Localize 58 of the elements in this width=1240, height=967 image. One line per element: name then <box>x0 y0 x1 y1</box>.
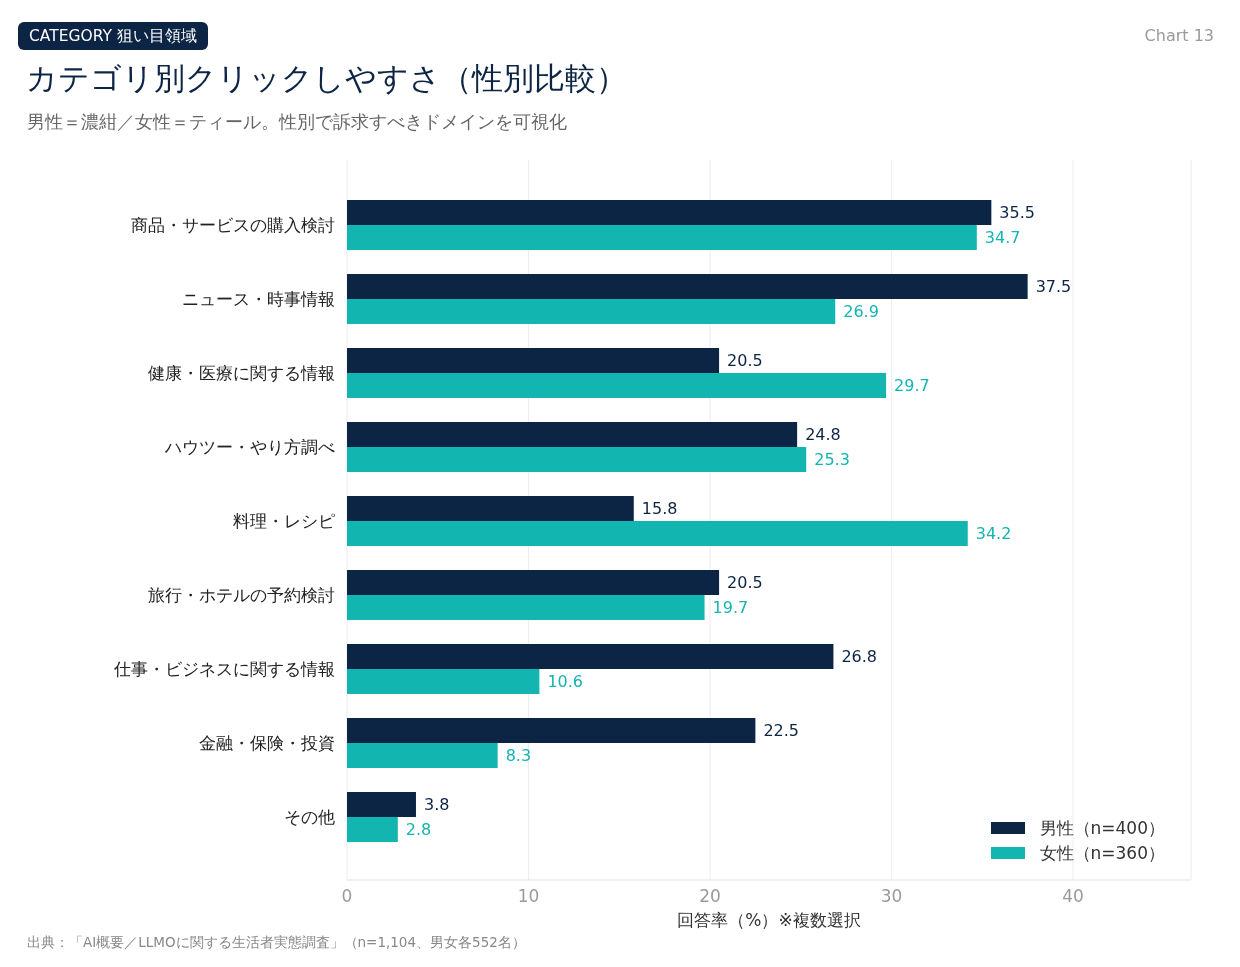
bar <box>347 817 398 842</box>
bar <box>347 200 992 225</box>
y-tick-label: その他 <box>284 807 335 828</box>
y-tick-label: ハウツー・やり方調べ <box>164 437 335 458</box>
data-label: 26.8 <box>841 647 878 667</box>
bar <box>347 792 416 817</box>
data-label: 2.8 <box>405 820 432 840</box>
x-tick-label: 40 <box>1062 886 1084 907</box>
data-label: 34.2 <box>975 524 1012 544</box>
y-tick-label: 仕事・ビジネスに関する情報 <box>113 659 335 680</box>
data-label: 20.5 <box>727 573 763 593</box>
bar <box>347 644 834 669</box>
bar <box>347 718 756 743</box>
bar <box>347 348 720 373</box>
data-label: 10.6 <box>547 672 584 692</box>
y-tick-label: 旅行・ホテルの予約検討 <box>148 585 335 606</box>
text: CATEGORY 狙い目領域 <box>18 22 208 50</box>
y-tick-label: 金融・保険・投資 <box>199 733 335 754</box>
bar <box>347 570 720 595</box>
x-tick-label: 30 <box>880 886 903 907</box>
x-axis-title: 回答率（%）※複数選択 <box>677 910 861 930</box>
bar <box>347 496 634 521</box>
chart-subtitle: 男性＝濃紺／女性＝ティール。性別で訴求すべきドメインを可視化 <box>27 111 567 134</box>
source-note: 出典：「AI概要／LLMOに関する生活者実態調査」（n=1,104、男女各552名） <box>27 934 526 952</box>
bar <box>347 743 498 768</box>
caption: Chart 13 <box>1144 26 1214 45</box>
data-label: 19.7 <box>712 598 749 618</box>
data-label: 24.8 <box>805 425 841 445</box>
bar <box>347 225 977 250</box>
y-tick-label: 健康・医療に関する情報 <box>148 363 335 384</box>
bar <box>347 595 705 620</box>
data-label: 34.7 <box>984 228 1021 248</box>
data-label: 26.9 <box>843 302 879 322</box>
bar <box>347 373 887 398</box>
data-label: 35.5 <box>999 203 1035 223</box>
data-label: 8.3 <box>505 746 532 766</box>
legend-label: 男性（n=400） <box>1039 818 1165 838</box>
x-tick-label: 0 <box>341 886 353 907</box>
data-label: 37.5 <box>1035 277 1072 297</box>
data-label: 3.8 <box>423 795 450 815</box>
x-tick-label: 20 <box>699 886 721 907</box>
x-tick-label: 10 <box>517 886 540 907</box>
data-label: 25.3 <box>814 450 850 470</box>
bar <box>347 274 1028 299</box>
data-label: 22.5 <box>763 721 800 741</box>
bar <box>347 521 968 546</box>
bar <box>347 669 540 694</box>
data-label: 15.8 <box>641 499 678 519</box>
data-label: 29.7 <box>894 376 930 396</box>
bar <box>347 299 836 324</box>
legend-label: 女性（n=360） <box>1039 843 1165 863</box>
bar <box>347 447 807 472</box>
bar <box>347 422 798 447</box>
y-tick-label: 料理・レシピ <box>233 511 335 532</box>
data-label: 20.5 <box>727 351 763 371</box>
y-tick-label: ニュース・時事情報 <box>182 289 335 310</box>
y-tick-label: 商品・サービスの購入検討 <box>131 215 335 236</box>
chart-title: カテゴリ別クリックしやすさ（性別比較） <box>26 59 627 98</box>
